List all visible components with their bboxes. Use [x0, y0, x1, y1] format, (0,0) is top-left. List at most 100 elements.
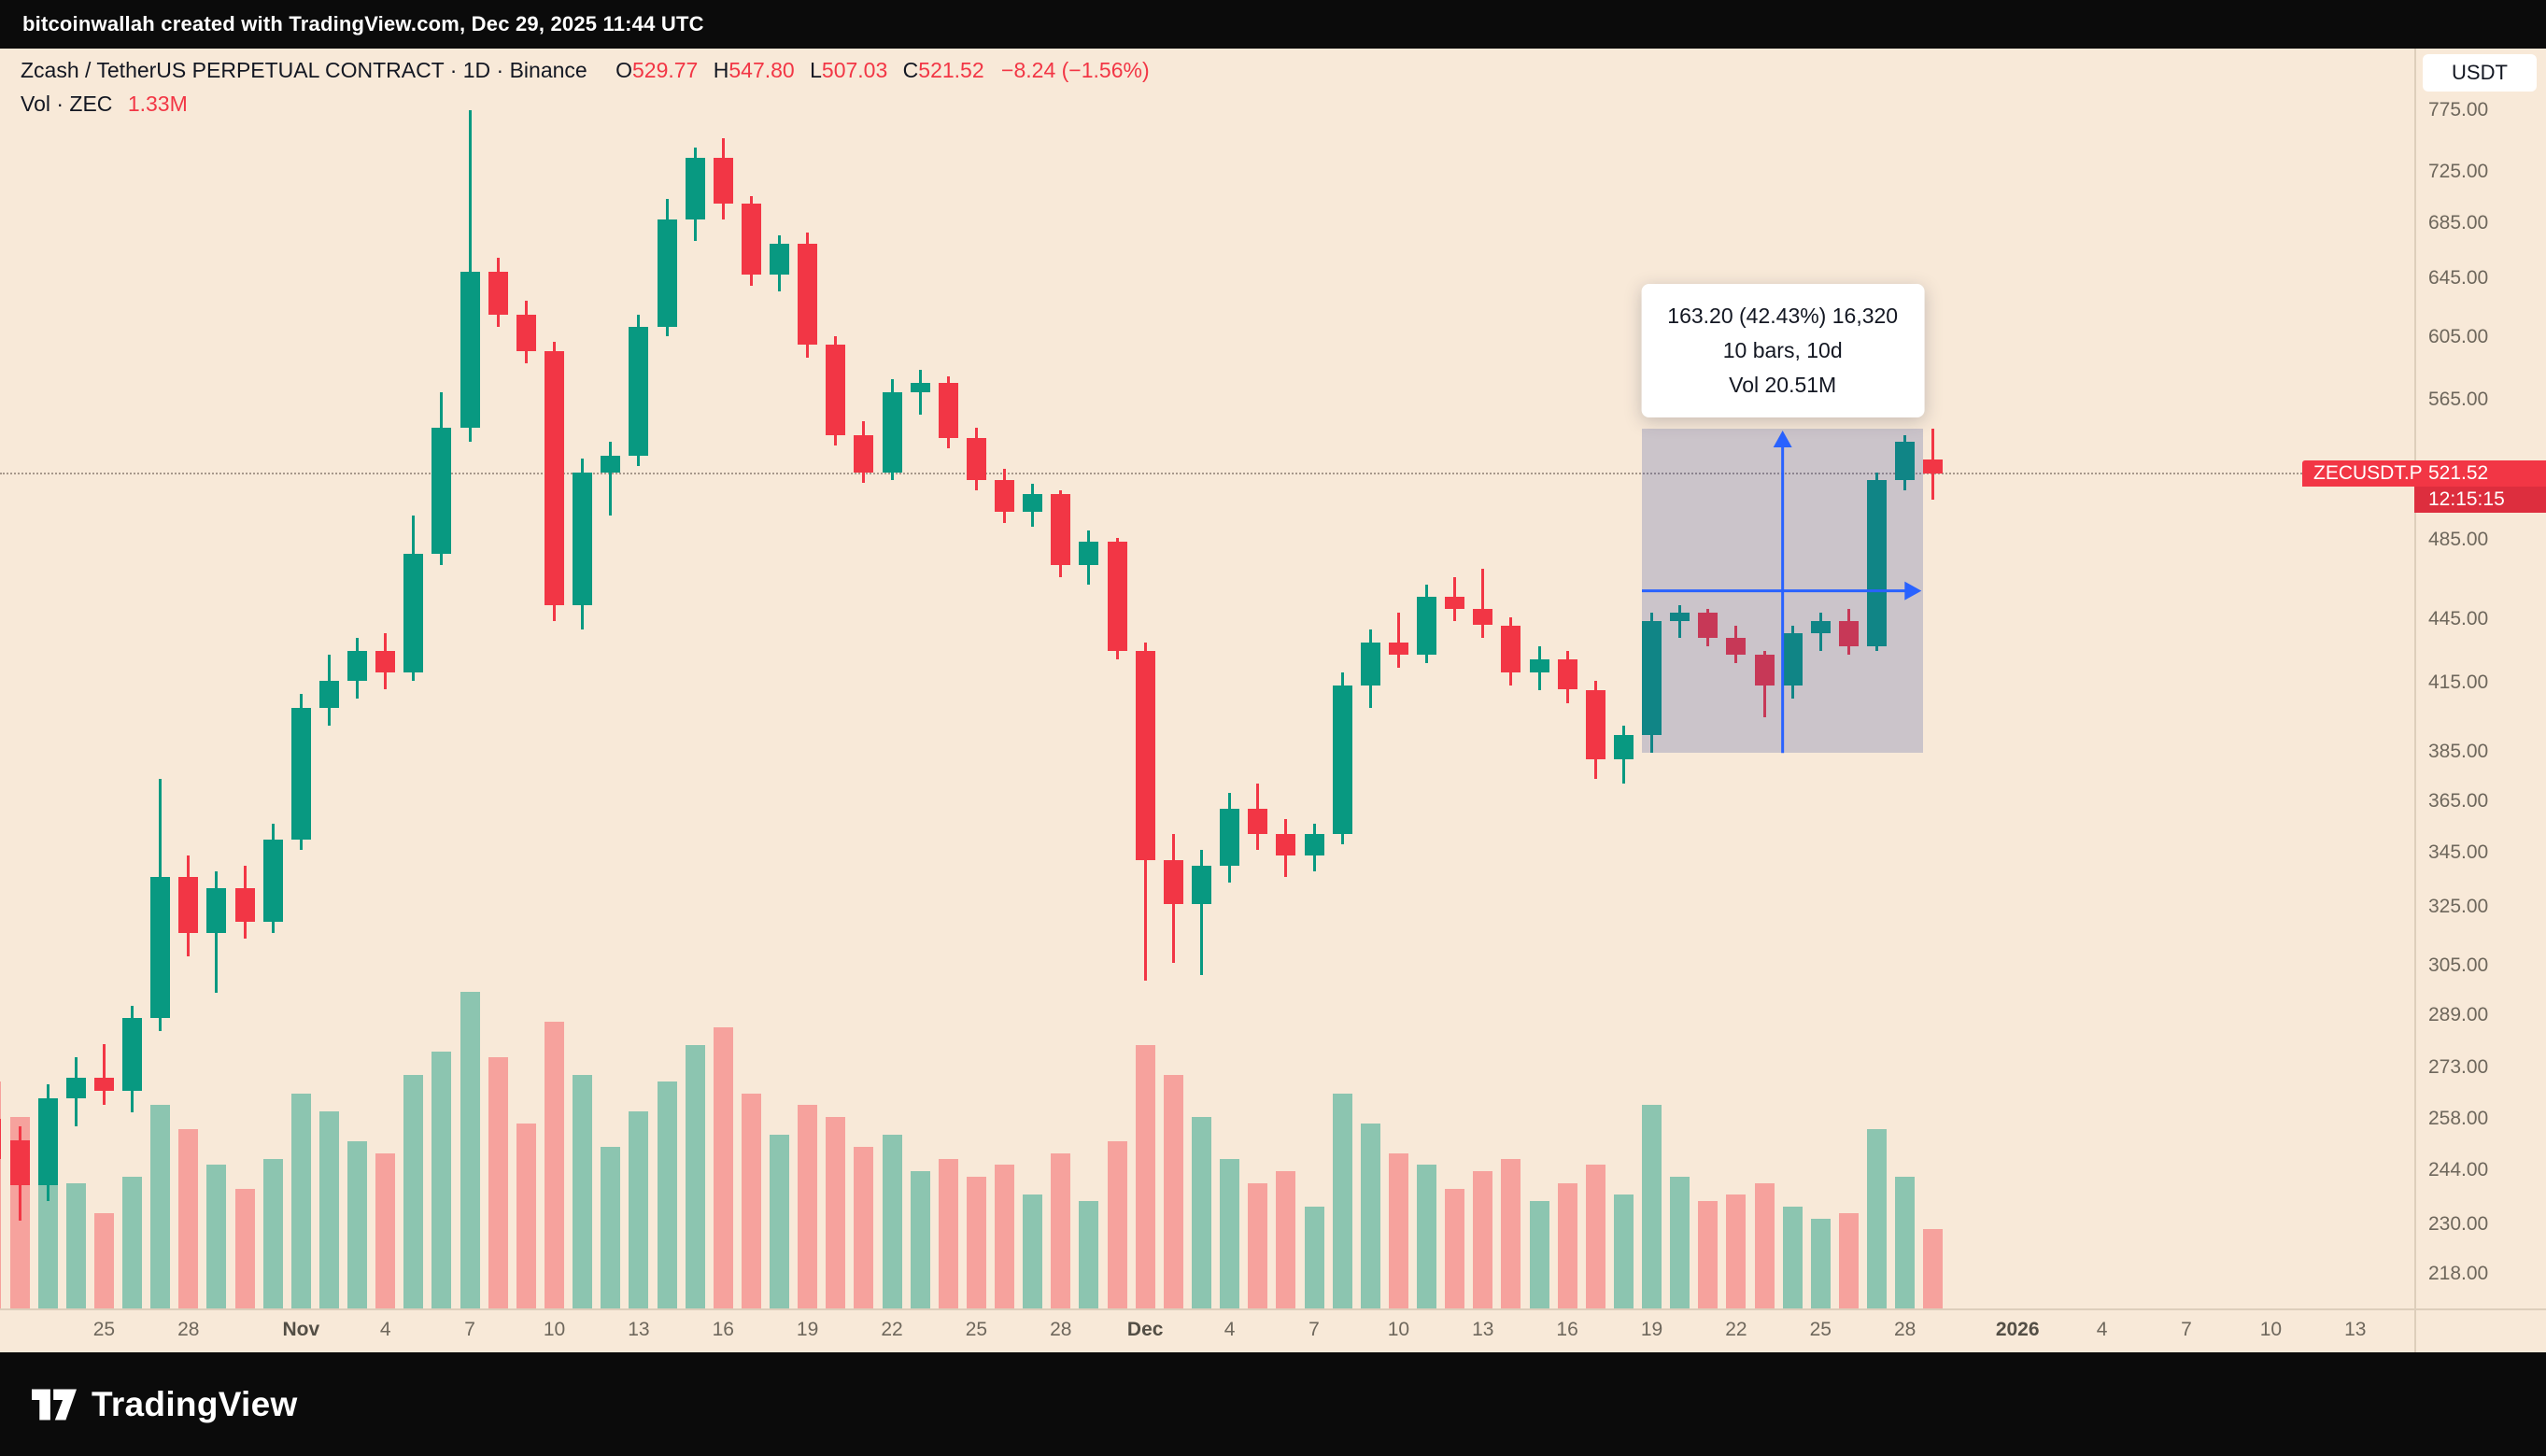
candle [1107, 542, 1127, 651]
volume-bar [403, 1075, 424, 1308]
candle [1220, 808, 1240, 867]
volume-bar [1670, 1177, 1690, 1308]
candle [657, 219, 677, 327]
candle [1923, 459, 1944, 474]
price-tick-label: 273.00 [2428, 1055, 2489, 1078]
time-tick-label: 4 [2096, 1319, 2108, 1340]
time-tick-label: Dec [1126, 1319, 1164, 1340]
volume-bar [1192, 1117, 1211, 1308]
volume-bar [1023, 1194, 1043, 1308]
time-tick-label: 28 [1894, 1319, 1917, 1340]
last-price-label[interactable]: ZECUSDT.P 521.52 [2302, 460, 2546, 488]
candle [1248, 808, 1268, 835]
candle [318, 681, 339, 708]
volume-bar [685, 1045, 705, 1308]
candle [0, 1119, 2, 1159]
measure-bars-line: 10 bars, 10d [1722, 337, 1843, 362]
volume-bar [1642, 1105, 1662, 1308]
ohlc-high-value: 547.80 [728, 58, 795, 82]
time-tick-label: 13 [2344, 1319, 2367, 1340]
volume-bar [1220, 1159, 1240, 1308]
volume-bar [1838, 1212, 1859, 1308]
candle [910, 382, 930, 392]
volume-bar [882, 1135, 902, 1308]
candle [545, 351, 564, 605]
price-tick-label: 645.00 [2428, 267, 2489, 290]
candle [741, 204, 761, 275]
candle [150, 876, 171, 1019]
currency-toggle-button[interactable]: USDT [2423, 54, 2537, 92]
candle [1360, 642, 1380, 686]
brand-bar: TradingView [0, 1352, 2546, 1456]
volume-value: 1.33M [127, 92, 188, 116]
last-price-value: 521.52 [2428, 462, 2489, 485]
candle-wick [918, 370, 922, 416]
change-value: −8.24 (−1.56%) [1001, 58, 1150, 82]
time-tick-label: 22 [1725, 1319, 1747, 1340]
volume-bar [798, 1105, 818, 1308]
volume-bar [234, 1189, 255, 1308]
price-tick-label: 385.00 [2428, 741, 2489, 763]
volume-bar [995, 1165, 1014, 1308]
time-tick-label: 28 [177, 1319, 200, 1340]
volume-bar [1360, 1123, 1380, 1308]
price-tick-label: 685.00 [2428, 212, 2489, 234]
volume-bar [122, 1177, 142, 1308]
time-tick-label: 19 [796, 1319, 819, 1340]
symbol-title[interactable]: Zcash / TetherUS PERPETUAL CONTRACT · 1D… [21, 58, 587, 82]
candle [122, 1018, 142, 1092]
volume-bar [1782, 1207, 1803, 1308]
candle [1810, 621, 1831, 634]
candle [347, 650, 368, 681]
candle [1192, 866, 1211, 905]
volume-bar [1304, 1207, 1324, 1308]
time-tick-label: 2026 [1995, 1319, 2040, 1340]
price-tick-label: 305.00 [2428, 954, 2489, 976]
volume-label[interactable]: Vol · ZEC [21, 92, 113, 116]
candle [460, 271, 480, 429]
candle [1079, 542, 1099, 566]
volume-bar [1163, 1075, 1183, 1308]
ohlc-open-value: 529.77 [632, 58, 699, 82]
volume-bar [178, 1129, 199, 1308]
volume-bar [460, 991, 480, 1308]
candle [516, 315, 536, 351]
tradingview-wordmark[interactable]: TradingView [92, 1384, 298, 1423]
volume-bar [910, 1170, 930, 1308]
volume-bar [1557, 1182, 1577, 1308]
candle-wick [1481, 569, 1485, 638]
time-tick-label: 4 [1223, 1319, 1236, 1340]
candle [770, 244, 789, 275]
volume-bar [545, 1021, 564, 1308]
time-tick-label: 13 [1472, 1319, 1494, 1340]
price-axis-separator [2414, 49, 2416, 1352]
candle [290, 707, 311, 840]
tradingview-logo-icon[interactable] [32, 1388, 77, 1421]
volume-bar [262, 1159, 283, 1308]
candle [1332, 685, 1352, 835]
time-tick-label: 25 [965, 1319, 988, 1340]
attribution-bar: bitcoinwallah created with TradingView.c… [0, 0, 2546, 49]
candle-wick [1200, 850, 1203, 975]
candle [1726, 637, 1747, 656]
candle-wick [102, 1043, 106, 1105]
volume-bar [1895, 1177, 1916, 1308]
candle [1670, 613, 1690, 622]
volume-bar [1248, 1182, 1268, 1308]
volume-bar [1107, 1140, 1127, 1308]
volume-bar [1388, 1152, 1408, 1308]
candle [854, 434, 874, 474]
volume-bar [966, 1177, 986, 1308]
volume-bar [741, 1093, 761, 1308]
volume-bar [318, 1110, 339, 1308]
candle [1529, 658, 1549, 672]
candle [234, 887, 255, 922]
volume-bar [1473, 1170, 1493, 1308]
candle [1023, 494, 1043, 513]
volume-bar [93, 1212, 114, 1308]
candle [1473, 608, 1493, 626]
